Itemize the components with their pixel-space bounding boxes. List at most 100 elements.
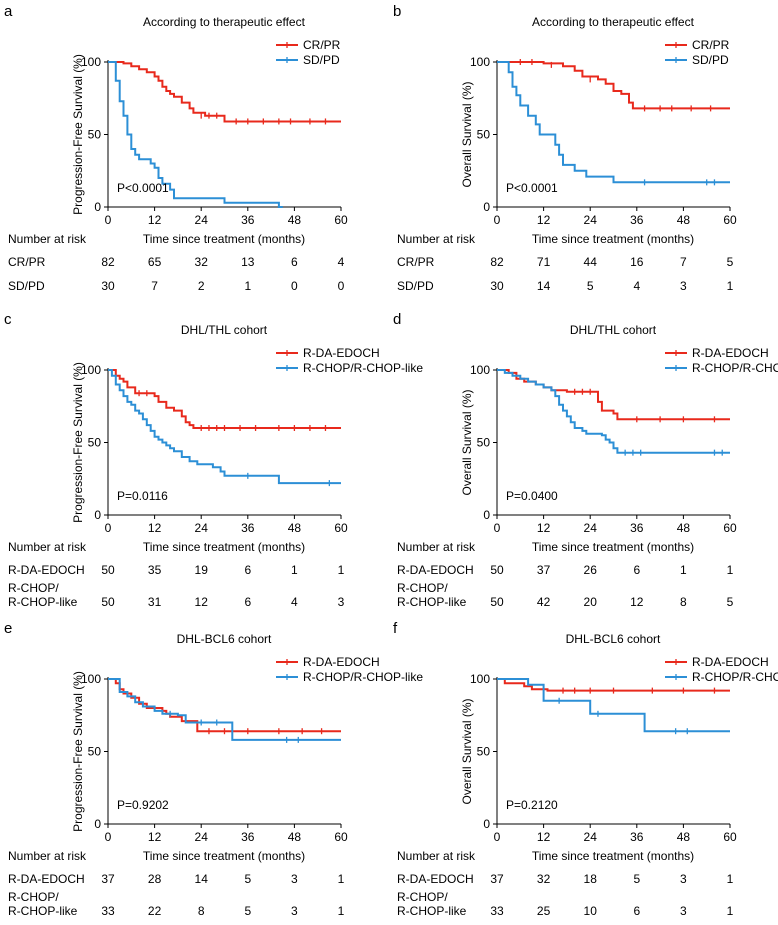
x-tick-label: 0 [494,213,501,227]
risk-count: 31 [148,595,162,609]
risk-count: 1 [727,904,734,918]
risk-count: 30 [490,279,504,293]
risk-count: 3 [680,904,687,918]
risk-count: 1 [727,872,734,886]
x-tick-label: 60 [723,213,737,227]
risk-count: 1 [338,563,345,577]
panel-label: c [4,311,12,328]
y-axis-label: Overall Survival (%) [460,81,474,187]
risk-count: 2 [198,279,205,293]
panel-d: d DHL/THL cohort Overall Survival (%) 0 50 10… [389,308,778,616]
x-tick-label: 0 [105,213,112,227]
chart-title: DHL/THL cohort [181,323,268,337]
risk-count: 0 [291,279,298,293]
y-tick-label: 0 [94,200,101,214]
risk-count: 7 [151,279,158,293]
risk-count: 37 [537,563,551,577]
y-axis-label: Overall Survival (%) [460,389,474,495]
x-tick-label: 12 [537,213,551,227]
y-axis-label: Progression-Free Survival (%) [71,54,85,215]
risk-count: 5 [727,595,734,609]
risk-count: 5 [633,872,640,886]
risk-count: 5 [587,279,594,293]
legend-label: R-DA-EDOCH [692,655,769,669]
x-tick-label: 48 [677,830,691,844]
risk-count: 6 [633,904,640,918]
panel-f: f DHL-BCL6 cohort Overall Survival (%) 0 50 1… [389,617,778,925]
y-tick-label: 100 [470,55,490,69]
risk-row-label: R-CHOP/ [397,581,448,595]
y-tick-label: 100 [81,55,101,69]
legend-label: R-DA-EDOCH [692,346,769,360]
risk-count: 13 [241,255,255,269]
risk-count: 65 [148,255,162,269]
km-curve-red [108,369,341,429]
legend-label: R-CHOP/R-CHOP-like [303,361,423,375]
panel-label: e [4,620,12,637]
risk-count: 1 [680,563,687,577]
risk-count: 0 [338,279,345,293]
p-value: P<0.0001 [506,181,558,195]
legend-label: R-CHOP/R-CHOP-like [692,361,778,375]
risk-count: 10 [584,904,598,918]
chart-title: According to therapeutic effect [143,15,306,29]
panel-label: a [4,3,13,20]
risk-count: 4 [633,279,640,293]
x-axis-label: Time since treatment (months) [143,232,305,246]
p-value: P<0.0001 [117,181,169,195]
x-tick-label: 24 [584,521,598,535]
x-axis-label: Time since treatment (months) [532,540,694,554]
km-chart-b: b According to therapeutic effect Overall … [393,3,737,293]
legend-label: R-CHOP/R-CHOP-like [692,670,778,684]
y-tick-label: 0 [94,817,101,831]
x-tick-label: 12 [148,213,162,227]
risk-count: 5 [727,255,734,269]
risk-row-label: CR/PR [8,255,46,269]
risk-count: 1 [727,279,734,293]
risk-count: 6 [291,255,298,269]
risk-count: 44 [584,255,598,269]
x-tick-label: 60 [334,521,348,535]
risk-count: 18 [584,872,598,886]
risk-table-header: Number at risk [397,540,476,554]
y-tick-label: 50 [88,436,102,450]
risk-count: 22 [148,904,162,918]
y-axis-label: Progression-Free Survival (%) [71,671,85,832]
risk-count: 35 [148,563,162,577]
x-tick-label: 48 [288,213,302,227]
risk-count: 3 [680,279,687,293]
legend-label: CR/PR [692,38,730,52]
y-tick-label: 0 [483,508,490,522]
x-axis-label: Time since treatment (months) [143,540,305,554]
risk-count: 25 [537,904,551,918]
y-tick-label: 100 [81,672,101,686]
y-tick-label: 100 [470,363,490,377]
p-value: P=0.2120 [506,798,558,812]
risk-count: 6 [244,563,251,577]
chart-title: According to therapeutic effect [532,15,695,29]
km-chart-c: c DHL/THL cohort Progression-Free Survival… [4,311,423,609]
risk-count: 30 [101,279,115,293]
risk-row-label: R-DA-EDOCH [397,563,474,577]
risk-count: 37 [490,872,504,886]
y-tick-label: 50 [477,128,491,142]
p-value: P=0.0400 [506,489,558,503]
risk-count: 28 [148,872,162,886]
x-tick-label: 0 [105,521,112,535]
y-tick-label: 50 [477,745,491,759]
risk-count: 50 [101,563,115,577]
x-axis-label: Time since treatment (months) [143,849,305,863]
x-tick-label: 36 [241,830,255,844]
risk-table-header: Number at risk [8,232,87,246]
risk-count: 14 [195,872,209,886]
y-tick-label: 50 [477,436,491,450]
risk-count: 16 [630,255,644,269]
risk-row-label: R-CHOP-like [397,904,467,918]
risk-row-label: R-DA-EDOCH [397,872,474,886]
risk-row-label: R-DA-EDOCH [8,563,85,577]
x-tick-label: 48 [288,521,302,535]
risk-count: 19 [195,563,209,577]
km-curve-blue [108,369,341,485]
risk-count: 42 [537,595,551,609]
